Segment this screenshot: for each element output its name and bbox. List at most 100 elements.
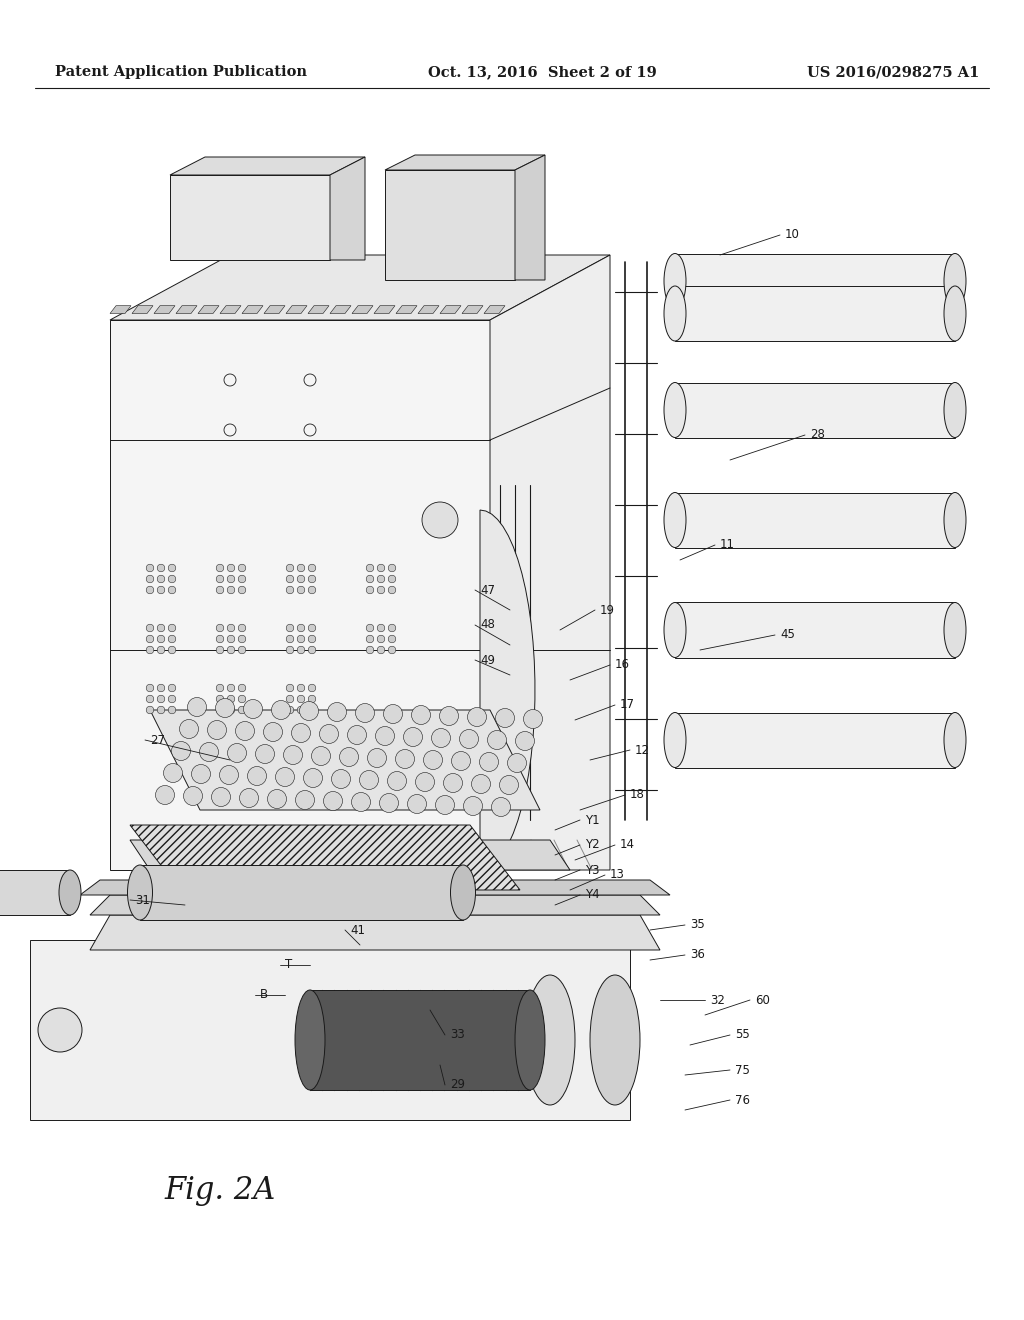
Circle shape [388,647,396,653]
Polygon shape [170,176,330,260]
Polygon shape [176,306,197,314]
Circle shape [158,635,165,643]
Circle shape [146,706,154,714]
Circle shape [239,564,246,572]
Circle shape [158,684,165,692]
Circle shape [395,750,415,768]
Circle shape [146,564,154,572]
Ellipse shape [944,253,966,309]
Ellipse shape [944,602,966,657]
Polygon shape [264,306,285,314]
Circle shape [200,742,218,762]
Text: 47: 47 [480,583,495,597]
Text: 35: 35 [690,919,705,932]
Text: Y3: Y3 [585,863,599,876]
Circle shape [227,647,234,653]
Circle shape [286,647,294,653]
Text: 33: 33 [450,1028,465,1041]
Circle shape [158,586,165,594]
Polygon shape [170,157,365,176]
Circle shape [240,788,258,808]
Circle shape [471,775,490,793]
Text: Y4: Y4 [585,888,600,902]
Circle shape [297,696,305,702]
Text: 48: 48 [480,619,495,631]
Circle shape [164,763,182,783]
Circle shape [286,624,294,632]
Polygon shape [220,306,241,314]
Circle shape [384,705,402,723]
Circle shape [367,647,374,653]
Polygon shape [675,383,955,437]
Circle shape [332,770,350,788]
Circle shape [388,564,396,572]
Polygon shape [484,306,505,314]
Polygon shape [132,306,153,314]
Circle shape [452,751,470,771]
Ellipse shape [590,975,640,1105]
Circle shape [239,706,246,714]
Text: 55: 55 [735,1028,750,1041]
Circle shape [158,696,165,702]
Polygon shape [440,306,461,314]
Ellipse shape [944,713,966,767]
Circle shape [215,698,234,718]
Circle shape [146,635,154,643]
Circle shape [340,747,358,767]
Ellipse shape [451,865,475,920]
Circle shape [443,774,463,792]
Circle shape [216,576,224,583]
Circle shape [239,624,246,632]
Ellipse shape [944,383,966,437]
Polygon shape [154,306,175,314]
Polygon shape [198,306,219,314]
Circle shape [496,709,514,727]
Circle shape [308,706,315,714]
Text: 29: 29 [450,1078,465,1092]
Circle shape [479,752,499,771]
Polygon shape [30,940,630,1119]
Circle shape [439,706,459,726]
Text: T: T [285,958,292,972]
Circle shape [146,684,154,692]
Circle shape [267,789,287,808]
Ellipse shape [664,492,686,548]
Polygon shape [396,306,417,314]
Circle shape [239,635,246,643]
Circle shape [308,647,315,653]
Circle shape [377,635,385,643]
Text: 11: 11 [720,539,735,552]
Circle shape [179,719,199,738]
Circle shape [227,576,234,583]
Circle shape [208,721,226,739]
Circle shape [328,702,346,722]
Circle shape [297,684,305,692]
Circle shape [216,684,224,692]
Circle shape [324,792,342,810]
Ellipse shape [525,975,575,1105]
Polygon shape [90,915,660,950]
Ellipse shape [515,990,545,1090]
Text: 36: 36 [690,949,705,961]
Text: 16: 16 [615,659,630,672]
Circle shape [377,576,385,583]
Circle shape [367,564,374,572]
Circle shape [523,710,543,729]
Polygon shape [675,602,955,657]
Circle shape [292,723,310,742]
Circle shape [286,706,294,714]
Circle shape [299,701,318,721]
Polygon shape [110,319,490,870]
Circle shape [219,766,239,784]
Circle shape [168,564,176,572]
Circle shape [308,586,315,594]
Polygon shape [150,710,540,810]
Circle shape [286,696,294,702]
Circle shape [351,792,371,812]
Circle shape [239,586,246,594]
Circle shape [168,586,176,594]
Ellipse shape [128,865,153,920]
Text: 75: 75 [735,1064,750,1077]
Circle shape [239,684,246,692]
Circle shape [286,635,294,643]
